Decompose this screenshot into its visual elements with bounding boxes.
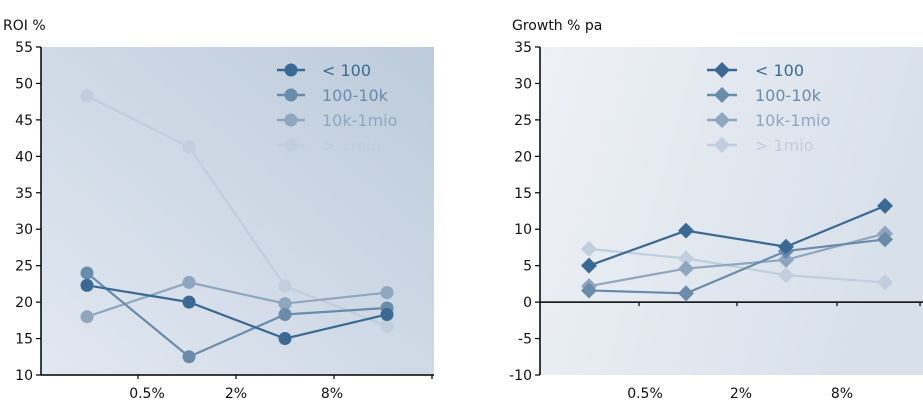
roi-series-line [86, 94, 388, 328]
roi-y-tick-label: 35 [15, 186, 33, 202]
roi-series-layer [80, 89, 394, 364]
growth-series-layer [581, 197, 893, 302]
growth-series-line [588, 204, 886, 267]
growth-data-point [778, 238, 794, 255]
growth-x-tick-label: 0.5% [627, 386, 663, 402]
growth-legend-swatch-marker [714, 137, 730, 153]
growth-data-point [678, 222, 694, 239]
growth-legend-label: > 1mio [755, 136, 814, 155]
roi-data-point [380, 286, 394, 300]
roi-chart-title: ROI % [3, 18, 46, 34]
growth-y-tick-label: -10 [509, 368, 532, 384]
roi-data-point [182, 350, 196, 364]
roi-legend-label: 10k-1mio [322, 111, 397, 130]
growth-x-tick-label: 2% [730, 386, 752, 402]
roi-y-tick-label: 45 [15, 113, 33, 129]
roi-data-point [380, 308, 394, 322]
roi-x-tick-label: 2% [225, 386, 247, 402]
growth-y-tick-label: 30 [514, 76, 532, 92]
growth-data-point [877, 231, 893, 248]
growth-chart-title: Growth % pa [512, 18, 602, 34]
roi-y-tick-label: 50 [15, 76, 33, 92]
roi-data-point [278, 308, 292, 322]
roi-legend-swatch-marker [284, 88, 298, 102]
roi-axes: 10 15 20 25 30 35 40 45 50 55 0.5% 2% 8% [15, 40, 434, 402]
growth-data-point [778, 267, 794, 284]
roi-series-line [86, 281, 388, 318]
growth-data-point [678, 285, 694, 302]
roi-data-point [182, 275, 196, 289]
roi-data-point [278, 332, 292, 346]
growth-legend-swatch-marker [714, 62, 730, 78]
roi-series-line [86, 272, 388, 359]
growth-y-tick-label: 0 [523, 295, 532, 311]
growth-y-tick-label: 25 [514, 113, 532, 129]
growth-y-tick-label: 10 [514, 222, 532, 238]
roi-legend-label: > 1mio [322, 136, 381, 155]
growth-series-line [588, 232, 886, 288]
growth-legend-swatch-marker [714, 112, 730, 128]
roi-y-tick-label: 10 [15, 368, 33, 384]
roi-x-tick-label: 0.5% [129, 386, 165, 402]
growth-y-tick-label: 20 [514, 149, 532, 165]
growth-data-point [778, 251, 794, 268]
growth-data-point [581, 257, 597, 274]
growth-data-point [877, 274, 893, 291]
roi-y-tick-label: 30 [15, 222, 33, 238]
growth-y-tick-label: -5 [518, 332, 532, 348]
growth-x-tick-label: 8% [831, 386, 853, 402]
roi-data-point [182, 140, 196, 154]
growth-data-point [581, 240, 597, 257]
growth-legend-swatch-marker [714, 87, 730, 103]
roi-x-tick-label: 8% [321, 386, 343, 402]
roi-data-point [278, 297, 292, 311]
growth-legend-label: 10k-1mio [755, 111, 830, 130]
roi-data-point [80, 278, 94, 292]
roi-y-tick-label: 15 [15, 332, 33, 348]
growth-data-point [877, 197, 893, 214]
growth-y-tick-label: 5 [523, 259, 532, 275]
growth-series-line [588, 238, 886, 295]
roi-y-tick-label: 40 [15, 149, 33, 165]
roi-series-line [86, 284, 388, 340]
roi-data-point [80, 266, 94, 280]
roi-data-point [80, 89, 94, 103]
roi-y-tick-label: 20 [15, 295, 33, 311]
roi-legend-label: < 100 [322, 61, 371, 80]
growth-y-tick-label: 15 [514, 186, 532, 202]
growth-data-point [581, 282, 597, 299]
roi-legend: < 100 100-10k 10k-1mio > 1mio [277, 61, 397, 155]
roi-data-point [182, 295, 196, 309]
roi-legend-swatch-marker [284, 138, 298, 152]
growth-legend-label: 100-10k [755, 86, 822, 105]
roi-chart: ROI % 10 15 20 25 30 35 40 45 50 55 0.5% 2% 8% < 100… [3, 18, 434, 402]
roi-data-point [380, 319, 394, 333]
growth-series-line [588, 247, 886, 284]
roi-y-tick-label: 55 [15, 40, 33, 56]
growth-legend-label: < 100 [755, 61, 804, 80]
roi-legend-swatch-marker [284, 113, 298, 127]
growth-data-point [678, 260, 694, 277]
growth-y-tick-label: 35 [514, 40, 532, 56]
growth-plot-background [540, 47, 923, 375]
roi-data-point [80, 310, 94, 324]
growth-data-point [678, 250, 694, 267]
roi-legend-swatch-marker [284, 63, 298, 77]
roi-data-point [278, 279, 292, 293]
growth-axes: -10 -5 0 5 10 15 20 25 30 35 0.5% 2% 8% [509, 40, 923, 402]
roi-legend-label: 100-10k [322, 86, 389, 105]
growth-legend: < 100 100-10k 10k-1mio > 1mio [707, 61, 830, 155]
roi-y-tick-label: 25 [15, 259, 33, 275]
